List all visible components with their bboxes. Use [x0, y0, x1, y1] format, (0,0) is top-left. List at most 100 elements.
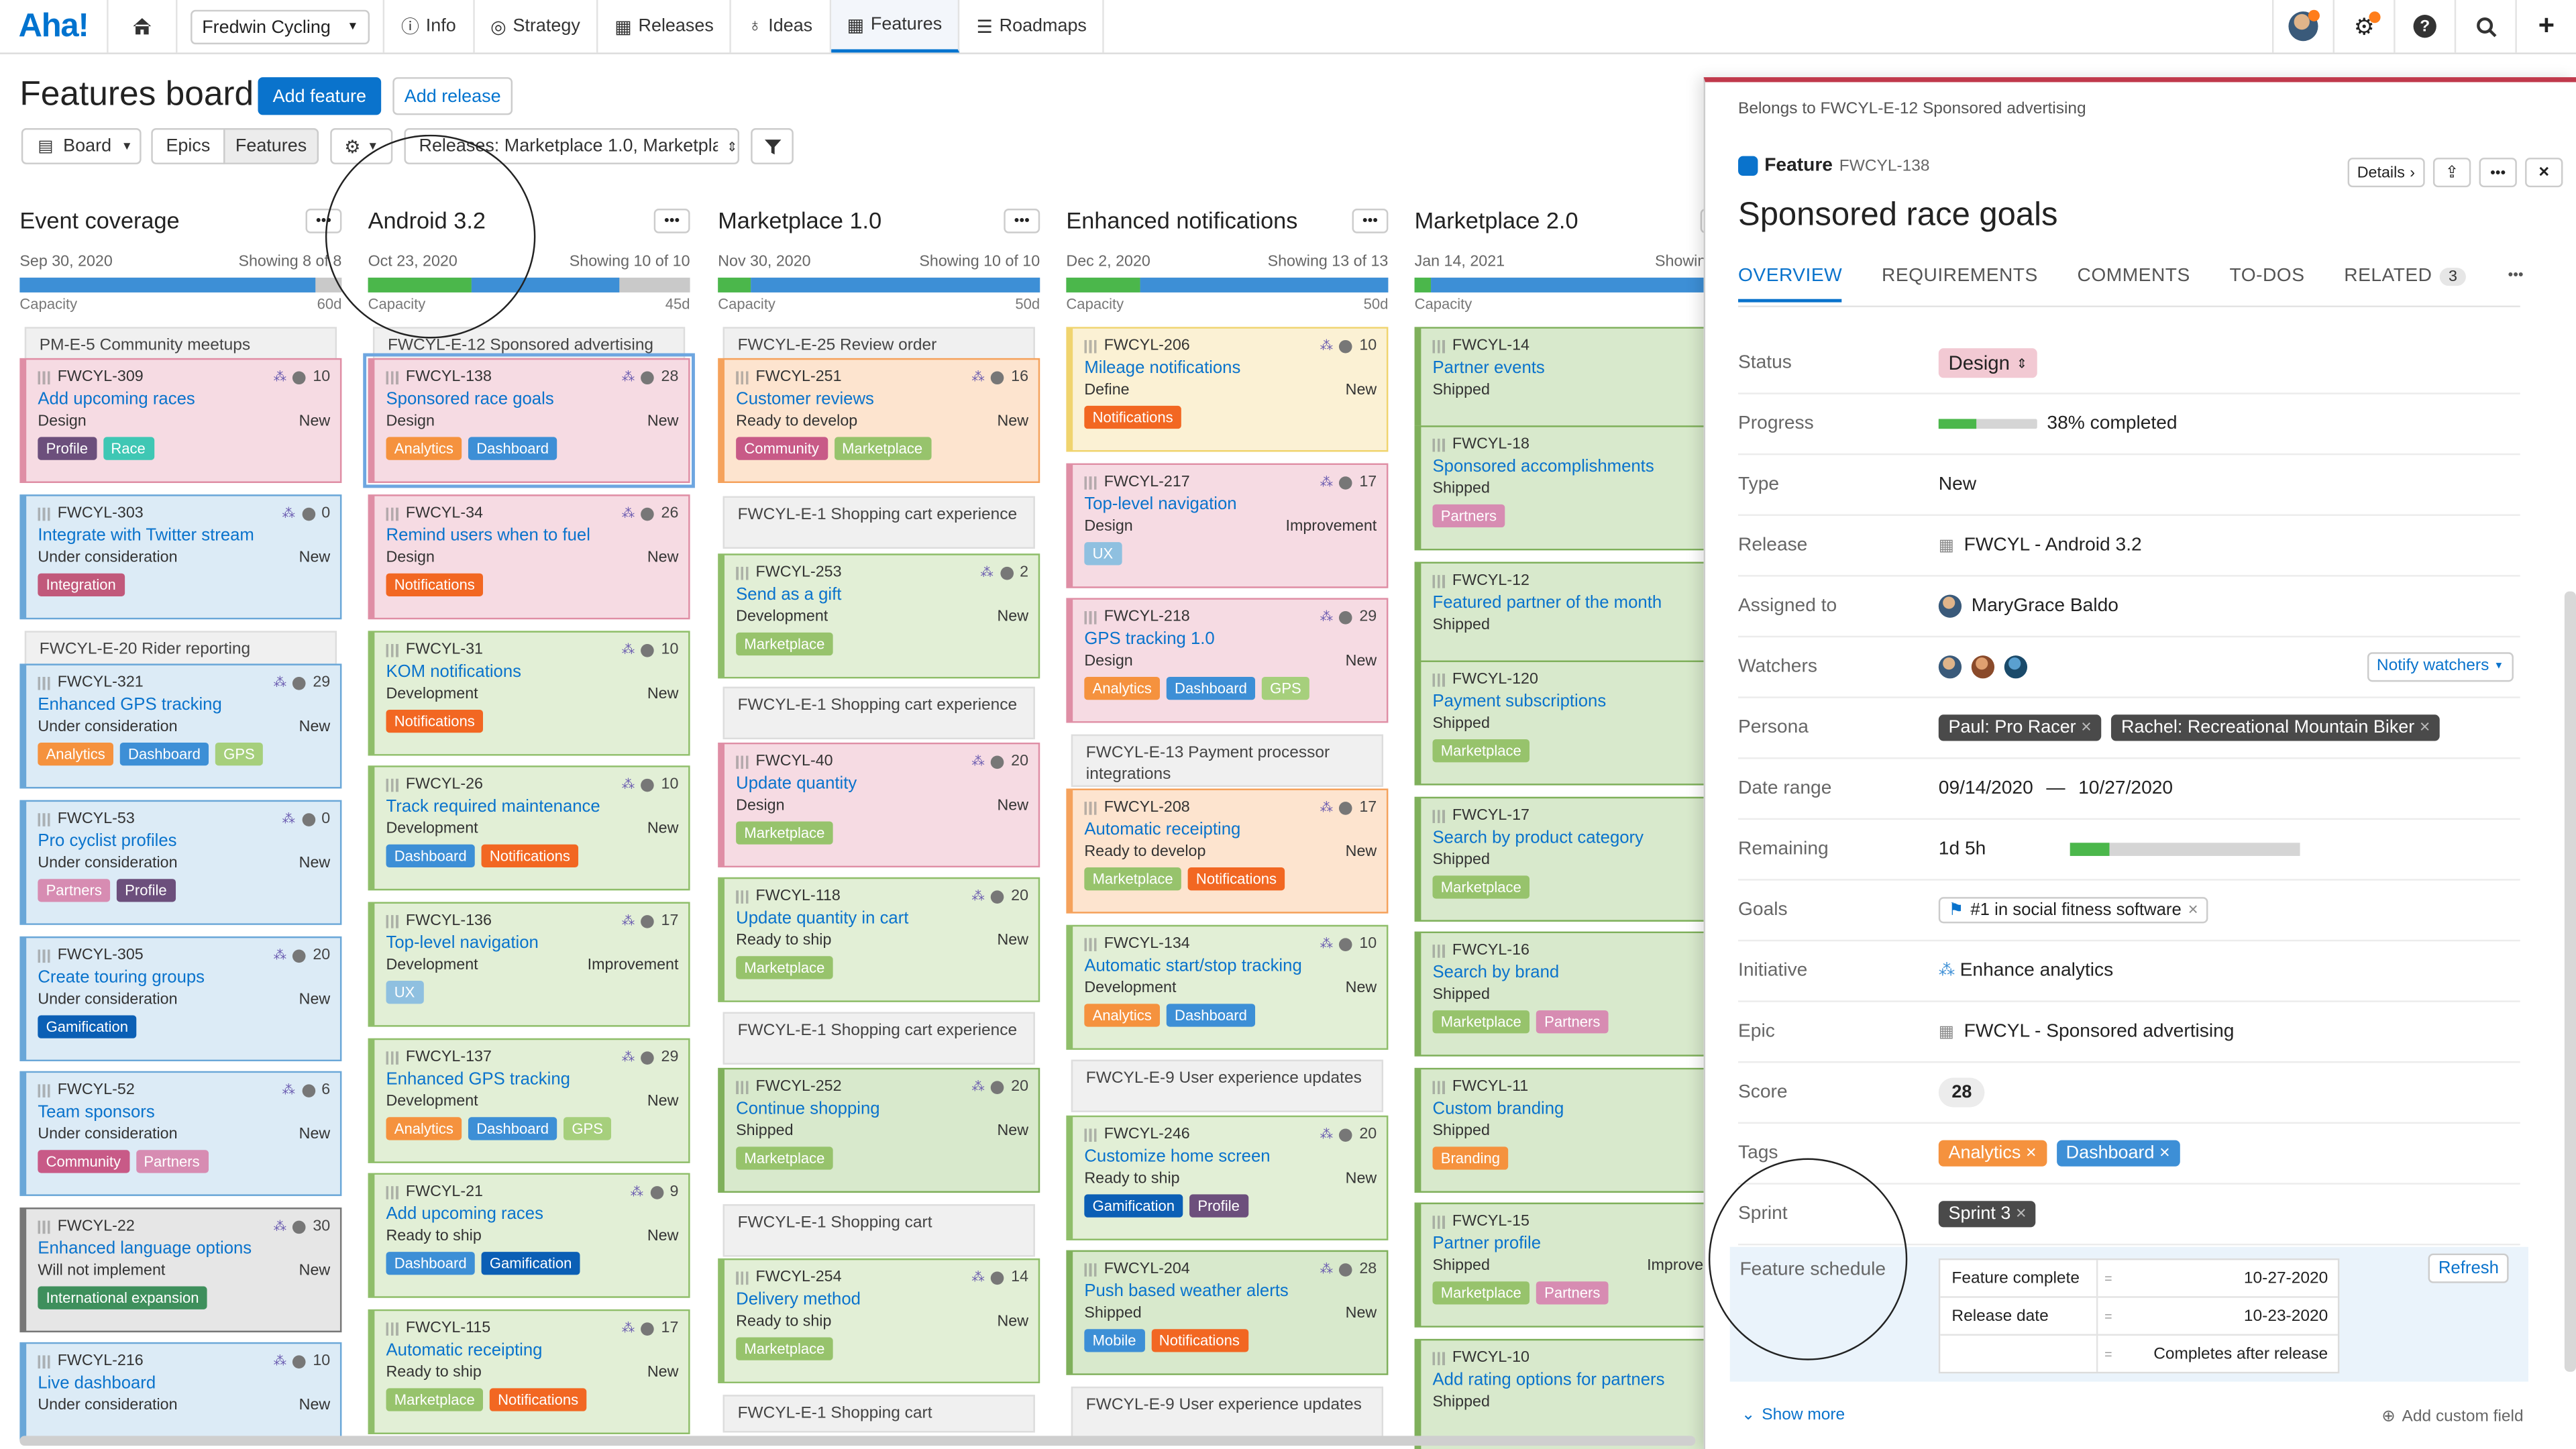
card-name[interactable]: Automatic start/stop tracking	[1084, 956, 1302, 976]
feature-card[interactable]: FWCYL-305 ⁂ 20 Create touring groups Under c…	[19, 936, 342, 1062]
drag-handle-icon[interactable]	[736, 566, 749, 580]
drag-handle-icon[interactable]	[386, 777, 400, 792]
status-pill[interactable]: Design ⇕	[1938, 348, 2037, 378]
epic-header[interactable]: FWCYL-E-1 Shopping cart	[722, 1204, 1035, 1257]
card-name[interactable]: Update quantity	[736, 773, 857, 794]
card-name[interactable]: Automatic receipting	[386, 1340, 543, 1360]
add-release-button[interactable]: Add release	[392, 77, 513, 115]
drag-handle-icon[interactable]	[1432, 339, 1446, 353]
card-name[interactable]: GPS tracking 1.0	[1084, 629, 1215, 649]
column-name[interactable]: Marketplace 2.0	[1414, 207, 1578, 233]
card-name[interactable]: Track required maintenance	[386, 796, 600, 817]
card-name[interactable]: KOM notifications	[386, 661, 522, 682]
tab-comments[interactable]: COMMENTS	[2077, 266, 2190, 286]
tab-related[interactable]: RELATED 3	[2344, 266, 2466, 303]
feature-card[interactable]: FWCYL-217 ⁂ 17 Top-level navigation Design Im…	[1066, 463, 1389, 588]
feature-card[interactable]: FWCYL-216 ⁂ 10 Live dashboard Under consider…	[19, 1342, 342, 1441]
panel-scrollbar[interactable]	[2564, 591, 2576, 1372]
drag-handle-icon[interactable]	[736, 1271, 749, 1284]
feature-card[interactable]: FWCYL-18⁂Sponsored accomplishmentsShippe…	[1414, 425, 1737, 551]
help-button[interactable]: ?	[2394, 0, 2455, 53]
feature-card[interactable]: FWCYL-120⁂Payment subscriptionsShippedNe…	[1414, 660, 1737, 786]
home-button[interactable]	[109, 0, 178, 53]
card-name[interactable]: Integrate with Twitter stream	[38, 525, 254, 546]
feature-card[interactable]: FWCYL-206 ⁂ 10 Mileage notifications Define N…	[1066, 327, 1389, 452]
card-name[interactable]: Customer reviews	[736, 389, 874, 409]
drag-handle-icon[interactable]	[1084, 339, 1097, 353]
feature-card[interactable]: FWCYL-246 ⁂ 20 Customize home screen Ready t…	[1066, 1115, 1389, 1240]
tab-requirements[interactable]: REQUIREMENTS	[1882, 266, 2038, 286]
column-menu-button[interactable]: •••	[653, 207, 690, 233]
release-value-wrap[interactable]: ▦ FWCYL - Android 3.2	[1939, 535, 2142, 555]
card-name[interactable]: Continue shopping	[736, 1099, 880, 1119]
tag-chip[interactable]: Dashboard ×	[2055, 1140, 2180, 1167]
user-avatar-button[interactable]	[2271, 0, 2333, 53]
card-name[interactable]: Payment subscriptions	[1432, 692, 1607, 712]
card-name[interactable]: Featured partner of the month	[1432, 593, 1662, 613]
card-name[interactable]: Send as a gift	[736, 584, 842, 605]
card-name[interactable]: Update quantity in cart	[736, 908, 909, 928]
card-name[interactable]: Mileage notifications	[1084, 358, 1241, 378]
settings-button[interactable]: ⚙	[2332, 0, 2394, 53]
nav-releases[interactable]: ▦ Releases	[598, 0, 732, 53]
feature-card[interactable]: FWCYL-16⁂Search by brandShippedNeMarketp…	[1414, 931, 1737, 1057]
remove-icon[interactable]: ×	[2081, 718, 2092, 738]
drag-handle-icon[interactable]	[386, 1051, 400, 1064]
release-date-value[interactable]: 10-23-2020	[2243, 1307, 2328, 1326]
drag-handle-icon[interactable]	[1432, 809, 1446, 822]
card-name[interactable]: Delivery method	[736, 1289, 861, 1309]
progress-value-wrap[interactable]: 38% completed	[1938, 414, 2178, 434]
drag-handle-icon[interactable]	[1084, 610, 1097, 624]
drag-handle-icon[interactable]	[1084, 937, 1097, 951]
card-name[interactable]: Enhanced GPS tracking	[386, 1069, 570, 1089]
aha-logo[interactable]: Aha!	[0, 0, 109, 53]
drag-handle-icon[interactable]	[38, 1083, 51, 1097]
drag-handle-icon[interactable]	[736, 890, 749, 903]
card-name[interactable]: Partner events	[1432, 358, 1545, 378]
feature-card[interactable]: FWCYL-31 ⁂ 10 KOM notifications Development N…	[368, 631, 690, 756]
card-name[interactable]: Search by brand	[1432, 963, 1560, 983]
card-name[interactable]: Team sponsors	[38, 1102, 155, 1122]
belongs-to[interactable]: Belongs to FWCYL-E-12 Sponsored advertis…	[1738, 100, 2086, 119]
feature-card[interactable]: FWCYL-204 ⁂ 28 Push based weather alerts Shi…	[1066, 1250, 1389, 1375]
feature-card[interactable]: FWCYL-22 ⁂ 30 Enhanced language options Will…	[19, 1208, 342, 1333]
feature-card[interactable]: FWCYL-15⁂Partner profileShippedImproveme…	[1414, 1202, 1737, 1328]
feature-card[interactable]: FWCYL-17⁂Search by product categoryShipp…	[1414, 796, 1737, 922]
share-button[interactable]: ⇪	[2432, 158, 2471, 188]
drag-handle-icon[interactable]	[1084, 1263, 1097, 1276]
feature-card[interactable]: FWCYL-21 ⁂ 9 Add upcoming races Ready to shi…	[368, 1173, 690, 1298]
epic-header[interactable]: FWCYL-E-1 Shopping cart	[722, 1395, 1035, 1433]
type-value[interactable]: New	[1938, 474, 1977, 495]
epic-header[interactable]: FWCYL-E-1 Shopping cart experience	[722, 686, 1035, 740]
epic-header[interactable]: FWCYL-E-1 Shopping cart experience	[722, 1012, 1035, 1065]
feature-card[interactable]: FWCYL-53 ⁂ 0 Pro cyclist profiles Under cons…	[19, 800, 342, 925]
filter-button[interactable]	[751, 128, 794, 164]
refresh-button[interactable]: Refresh	[2428, 1253, 2509, 1283]
remove-icon[interactable]: ×	[2015, 1204, 2027, 1224]
persona-chip[interactable]: Paul: Pro Racer ×	[1938, 714, 2102, 741]
feature-card[interactable]: FWCYL-303 ⁂ 0 Integrate with Twitter stream…	[19, 494, 342, 620]
feature-card[interactable]: FWCYL-26 ⁂ 10 Track required maintenance Dev…	[368, 765, 690, 891]
nav-features[interactable]: ▦ Features	[830, 0, 961, 53]
feature-card[interactable]: FWCYL-40 ⁂ 20 Update quantity Design New Marke…	[718, 742, 1040, 868]
drag-handle-icon[interactable]	[38, 370, 51, 384]
column-name[interactable]: Marketplace 1.0	[718, 207, 882, 233]
card-name[interactable]: Push based weather alerts	[1084, 1281, 1289, 1301]
details-button[interactable]: Details ›	[2347, 158, 2425, 188]
card-name[interactable]: Enhanced language options	[38, 1238, 252, 1258]
card-name[interactable]: Add rating options for partners	[1432, 1370, 1665, 1390]
drag-handle-icon[interactable]	[386, 506, 400, 521]
date-range-values[interactable]: 09/14/2020 — 10/27/2020	[1939, 779, 2173, 798]
drag-handle-icon[interactable]	[38, 1220, 51, 1233]
drag-handle-icon[interactable]	[38, 1354, 51, 1368]
assigned-value-wrap[interactable]: MaryGrace Baldo	[1938, 594, 2118, 618]
drag-handle-icon[interactable]	[38, 812, 51, 826]
remove-icon[interactable]: ×	[2188, 900, 2198, 920]
column-name[interactable]: Event coverage	[19, 207, 180, 233]
drag-handle-icon[interactable]	[386, 914, 400, 928]
add-custom-field-link[interactable]: ⊕ Add custom field	[2381, 1408, 2523, 1426]
card-name[interactable]: Partner profile	[1432, 1234, 1542, 1254]
drag-handle-icon[interactable]	[1432, 1080, 1446, 1093]
column-menu-button[interactable]: •••	[1352, 207, 1389, 233]
card-name[interactable]: Sponsored accomplishments	[1432, 456, 1654, 477]
